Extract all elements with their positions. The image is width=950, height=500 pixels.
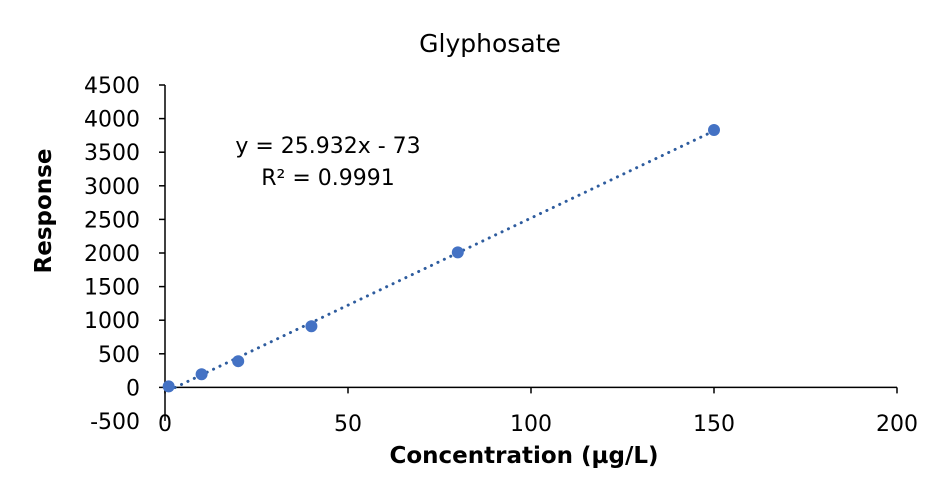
- data-point: [708, 124, 720, 137]
- x-tick-label: 100: [510, 412, 552, 437]
- y-tick-label: 4000: [84, 108, 140, 133]
- y-tick-label: 1500: [84, 276, 140, 301]
- data-point: [232, 355, 245, 368]
- y-axis-label: Response: [31, 149, 57, 274]
- y-tick-label: 4500: [84, 74, 140, 99]
- y-tick-label: 1000: [84, 309, 140, 334]
- data-point: [162, 380, 175, 393]
- y-tick-label: 500: [98, 343, 140, 368]
- x-tick-label: 0: [158, 412, 172, 437]
- x-axis-ticks: 0 50 100 150 200: [158, 387, 918, 437]
- y-axis-ticks: -500 0 500 1000 1500 2000 2500 3000 3500 4000 4500: [84, 74, 165, 435]
- r-squared-label: R² = 0.9991: [261, 166, 395, 191]
- trendline-equation: y = 25.932x - 73: [235, 134, 420, 159]
- y-tick-label: 2000: [84, 242, 140, 267]
- y-tick-label: 3500: [84, 141, 140, 166]
- x-tick-label: 200: [876, 412, 918, 437]
- y-tick-label: 2500: [84, 208, 140, 233]
- y-tick-label: 0: [126, 376, 140, 401]
- data-point: [195, 368, 208, 381]
- data-points: [162, 124, 720, 393]
- trendline: [167, 129, 716, 393]
- x-axis-label: Concentration (µg/L): [389, 443, 658, 469]
- x-tick-label: 50: [334, 412, 362, 437]
- data-point: [451, 246, 464, 259]
- y-tick-label: -500: [90, 410, 140, 435]
- chart-title: Glyphosate: [419, 29, 561, 58]
- y-tick-label: 3000: [84, 175, 140, 200]
- data-point: [305, 320, 318, 333]
- x-tick-label: 150: [693, 412, 735, 437]
